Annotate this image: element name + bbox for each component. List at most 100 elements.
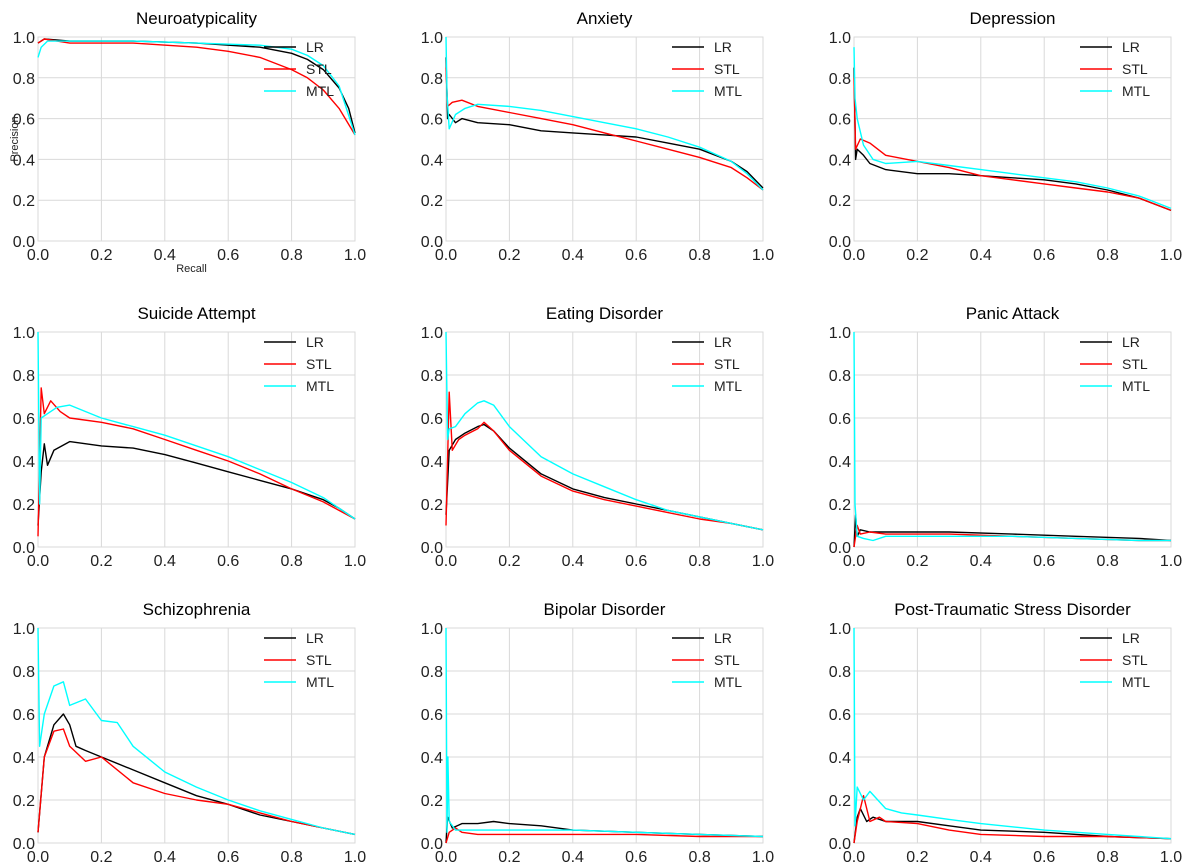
chart-1-xtick-label: 0.6 [625, 247, 647, 264]
chart-8-xtick-label: 1.0 [1160, 849, 1182, 865]
chart-0-xtick-label: 0.2 [90, 247, 112, 264]
chart-5-legend-label-mtl: MTL [1122, 378, 1150, 394]
chart-0-ytick-label: 0.6 [13, 112, 35, 129]
chart-4-series-stl-line [445, 391, 764, 531]
chart-1-ytick-label: 0.0 [421, 234, 443, 251]
chart-7-ytick-label: 0.4 [421, 750, 443, 767]
chart-6-xtick-label: 0.6 [217, 849, 239, 865]
chart-0-xlabel: Recall [176, 263, 207, 275]
chart-2-xtick-label: 0.2 [906, 247, 928, 264]
chart-0-xtick-label: 0.4 [154, 247, 176, 264]
chart-0-frame [37, 36, 356, 242]
chart-0-ytick-label: 0.0 [13, 234, 35, 251]
chart-8-legend-label-lr: LR [1122, 630, 1140, 646]
chart-4-ytick-label: 0.6 [421, 411, 443, 428]
chart-8-ytick-label: 0.2 [829, 793, 851, 810]
chart-3: 0.0 0.2 0.4 0.6 0.8 1.0 0.0 0.2 0.4 0.6 0.8 1.0 Suic… [13, 304, 366, 570]
chart-3-xtick-label: 1.0 [344, 553, 366, 570]
chart-2: 0.0 0.2 0.4 0.6 0.8 1.0 0.0 0.2 0.4 0.6 0.8 1.0 Depr… [829, 9, 1182, 264]
chart-0-ytick-label: 0.8 [13, 71, 35, 88]
chart-5-series-lr-line [853, 514, 1172, 548]
chart-1-legend-label-lr: LR [714, 39, 732, 55]
chart-7-ytick-label: 0.8 [421, 664, 443, 681]
chart-4-xtick-label: 0.4 [562, 553, 584, 570]
chart-5-ytick-label: 0.8 [829, 368, 851, 385]
chart-3-legend-label-mtl: MTL [306, 378, 334, 394]
chart-0-legend-label-lr: LR [306, 39, 324, 55]
chart-5-series-mtl-line [853, 331, 1171, 542]
chart-0-series-mtl-line [37, 40, 356, 136]
chart-3-title: Suicide Attempt [137, 304, 255, 323]
chart-2-xtick-label: 0.8 [1096, 247, 1118, 264]
chart-0-xtick-label: 0.0 [27, 247, 49, 264]
chart-3-legend-label-stl: STL [306, 356, 332, 372]
chart-1: 0.0 0.2 0.4 0.6 0.8 1.0 0.0 0.2 0.4 0.6 0.8 1.0 Anxi… [421, 9, 774, 264]
chart-0-xtick-label: 0.6 [217, 247, 239, 264]
chart-1-series-stl-line [445, 67, 764, 191]
chart-3-ytick-label: 1.0 [13, 325, 35, 342]
chart-4-series-lr-line [445, 423, 764, 531]
chart-2-legend-label-lr: LR [1122, 39, 1140, 55]
chart-7-xtick-label: 1.0 [752, 849, 774, 865]
chart-6-xtick-label: 0.0 [27, 849, 49, 865]
chart-5-xtick-label: 0.0 [843, 553, 865, 570]
chart-2-xtick-label: 1.0 [1160, 247, 1182, 264]
chart-6-xtick-label: 1.0 [344, 849, 366, 865]
chart-4-xtick-label: 1.0 [752, 553, 774, 570]
chart-5-xtick-label: 0.2 [906, 553, 928, 570]
chart-3-ytick-label: 0.6 [13, 411, 35, 428]
chart-8-ytick-label: 0.0 [829, 836, 851, 853]
chart-4-ytick-label: 1.0 [421, 325, 443, 342]
chart-8-xtick-label: 0.2 [906, 849, 928, 865]
chart-3-ytick-label: 0.0 [13, 540, 35, 557]
chart-0-ylabel: Precision [9, 116, 21, 161]
chart-8-ytick-label: 1.0 [829, 621, 851, 638]
chart-6-xtick-label: 0.2 [90, 849, 112, 865]
chart-2-frame [853, 36, 1172, 242]
chart-7-xtick-label: 0.4 [562, 849, 584, 865]
chart-1-ytick-label: 0.4 [421, 152, 443, 169]
chart-3-series-lr-line [37, 440, 356, 526]
chart-4-legend-label-mtl: MTL [714, 378, 742, 394]
chart-6-frame [37, 627, 356, 844]
chart-0-series-stl-line [37, 38, 356, 136]
chart-3-xtick-label: 0.0 [27, 553, 49, 570]
chart-3-xtick-label: 0.8 [280, 553, 302, 570]
chart-4-legend-label-lr: LR [714, 334, 732, 350]
chart-5-xtick-label: 0.8 [1096, 553, 1118, 570]
chart-1-ytick-label: 0.6 [421, 112, 443, 129]
chart-7-series-stl-line [445, 827, 763, 844]
chart-7-legend-label-mtl: MTL [714, 674, 742, 690]
chart-0-xtick-label: 0.8 [280, 247, 302, 264]
chart-4-title: Eating Disorder [546, 304, 664, 323]
chart-7-xtick-label: 0.6 [625, 849, 647, 865]
chart-2-series-mtl-line [853, 47, 1172, 210]
chart-6-legend-label-stl: STL [306, 652, 332, 668]
chart-6-ytick-label: 0.8 [13, 664, 35, 681]
chart-7-title: Bipolar Disorder [544, 600, 666, 619]
chart-5: 0.0 0.2 0.4 0.6 0.8 1.0 0.0 0.2 0.4 0.6 0.8 1.0 Pani… [829, 304, 1182, 570]
chart-5-ytick-label: 0.6 [829, 411, 851, 428]
chart-5-xtick-label: 0.6 [1033, 553, 1055, 570]
chart-0-ytick-label: 0.4 [13, 152, 35, 169]
chart-8-xtick-label: 0.6 [1033, 849, 1055, 865]
chart-5-legend-label-stl: STL [1122, 356, 1148, 372]
chart-8-legend-label-stl: STL [1122, 652, 1148, 668]
chart-5-legend-label-lr: LR [1122, 334, 1140, 350]
chart-6-title: Schizophrenia [143, 600, 251, 619]
chart-8-series-lr-line [853, 807, 1172, 844]
chart-0-xtick-label: 1.0 [344, 247, 366, 264]
chart-1-title: Anxiety [577, 9, 633, 28]
chart-7-legend-label-stl: STL [714, 652, 740, 668]
chart-2-ytick-label: 0.2 [829, 193, 851, 210]
chart-4-series-mtl-line [445, 331, 764, 531]
chart-8-xtick-label: 0.0 [843, 849, 865, 865]
chart-7-xtick-label: 0.0 [435, 849, 457, 865]
chart-7-ytick-label: 0.6 [421, 707, 443, 724]
chart-0-legend-label-stl: STL [306, 61, 332, 77]
chart-3-ytick-label: 0.2 [13, 497, 35, 514]
chart-3-series-mtl-line [37, 331, 356, 520]
chart-8: 0.0 0.2 0.4 0.6 0.8 1.0 0.0 0.2 0.4 0.6 0.8 1.0 Post… [829, 600, 1182, 865]
chart-1-series-lr-line [445, 57, 764, 189]
